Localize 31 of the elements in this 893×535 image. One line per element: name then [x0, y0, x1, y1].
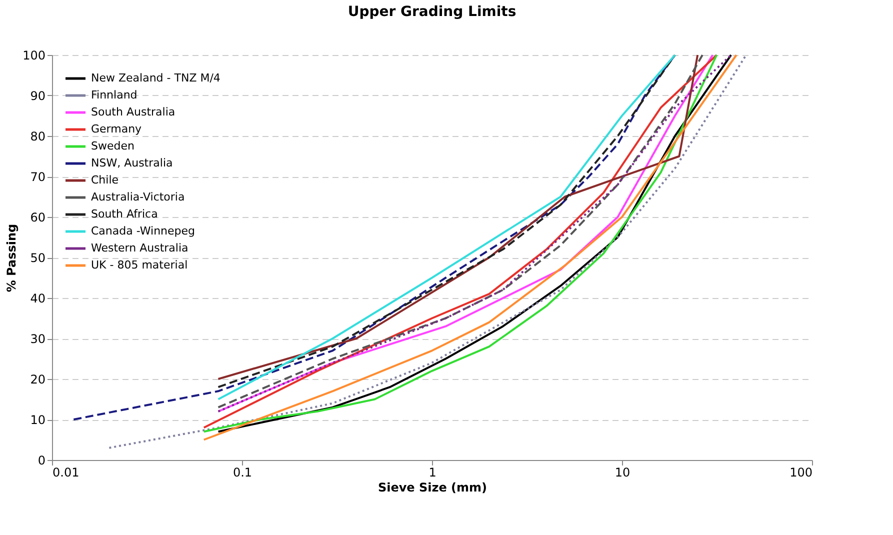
y-tick-label: 40: [30, 292, 46, 306]
x-tick-label: 1: [428, 466, 436, 480]
chart-title: Upper Grading Limits: [348, 4, 516, 20]
legend-label: Canada -Winnepeg: [91, 224, 196, 238]
legend-label: New Zealand - TNZ M/4: [91, 72, 220, 84]
legend-label: South Australia: [91, 106, 176, 118]
y-tick-label: 100: [22, 48, 46, 62]
x-tick-label: 0.1: [232, 466, 252, 480]
y-tick-label: 30: [30, 332, 46, 346]
x-tick-label: 100: [790, 466, 812, 480]
y-tick-label: 50: [30, 251, 46, 265]
y-tick-label: 70: [30, 170, 46, 184]
x-tick-label: 0.01: [52, 466, 80, 480]
y-tick-label: 60: [30, 210, 46, 224]
legend-label: UK - 805 material: [91, 258, 188, 272]
y-tick-label: 10: [30, 413, 46, 427]
x-axis-title: Sieve Size (mm): [378, 480, 488, 494]
y-axis-title: % Passing: [4, 224, 19, 292]
y-tick-label: 0: [38, 454, 46, 468]
legend-label: Western Australia: [91, 242, 188, 254]
legend-label: Australia-Victoria: [91, 190, 185, 204]
legend-label: Germany: [91, 122, 142, 136]
legend-label: South Africa: [91, 208, 158, 220]
legend-label: Sweden: [91, 140, 134, 152]
y-tick-label: 20: [30, 372, 46, 386]
legend-label: Chile: [91, 174, 119, 186]
x-tick-label: 10: [614, 466, 630, 480]
y-tick-label: 90: [30, 89, 46, 103]
legend-label: NSW, Australia: [91, 156, 173, 170]
legend-label: Finnland: [91, 88, 138, 102]
y-tick-label: 80: [30, 130, 46, 144]
